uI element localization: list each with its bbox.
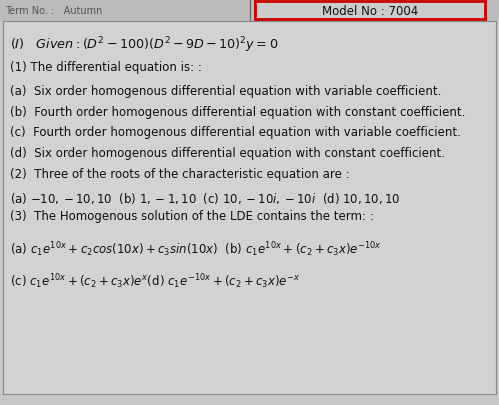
Text: $(I)$   $Given:(D^2-100)(D^2-9D-10)^2y=0$: $(I)$ $Given:(D^2-100)(D^2-9D-10)^2y=0$ xyxy=(10,35,279,55)
Text: (a) $c_1e^{10x}+c_2cos(10x)+c_3sin(10x)$  (b) $c_1e^{10x}+(c_2+c_3x)e^{-10x}$: (a) $c_1e^{10x}+c_2cos(10x)+c_3sin(10x)$… xyxy=(10,240,382,258)
Text: Model No : 7004: Model No : 7004 xyxy=(322,4,418,17)
Text: (c)  Fourth order homogenous differential equation with variable coefficient.: (c) Fourth order homogenous differential… xyxy=(10,126,461,139)
Text: (a)  Six order homogenous differential equation with variable coefficient.: (a) Six order homogenous differential eq… xyxy=(10,85,442,98)
Text: Term No. :   Autumn: Term No. : Autumn xyxy=(5,6,102,16)
Text: (a) $-10,-10,10$  (b) $1,-1,10$  (c) $10,-10i,-10i$  (d) $10,10,10$: (a) $-10,-10,10$ (b) $1,-1,10$ (c) $10,-… xyxy=(10,190,401,205)
Text: (d)  Six order homogenous differential equation with constant coefficient.: (d) Six order homogenous differential eq… xyxy=(10,147,446,160)
Text: (b)  Fourth order homogenous differential equation with constant coefficient.: (b) Fourth order homogenous differential… xyxy=(10,106,466,119)
Text: (c) $c_1e^{10x}+(c_2+c_3x)e^{x}$(d) $c_1e^{-10x}+(c_2+c_3x)e^{-x}$: (c) $c_1e^{10x}+(c_2+c_3x)e^{x}$(d) $c_1… xyxy=(10,271,301,290)
Text: (3)  The Homogenous solution of the LDE contains the term: :: (3) The Homogenous solution of the LDE c… xyxy=(10,210,374,223)
Text: (2)  Three of the roots of the characteristic equation are :: (2) Three of the roots of the characteri… xyxy=(10,168,350,181)
Text: (1) The differential equation is: :: (1) The differential equation is: : xyxy=(10,61,202,74)
